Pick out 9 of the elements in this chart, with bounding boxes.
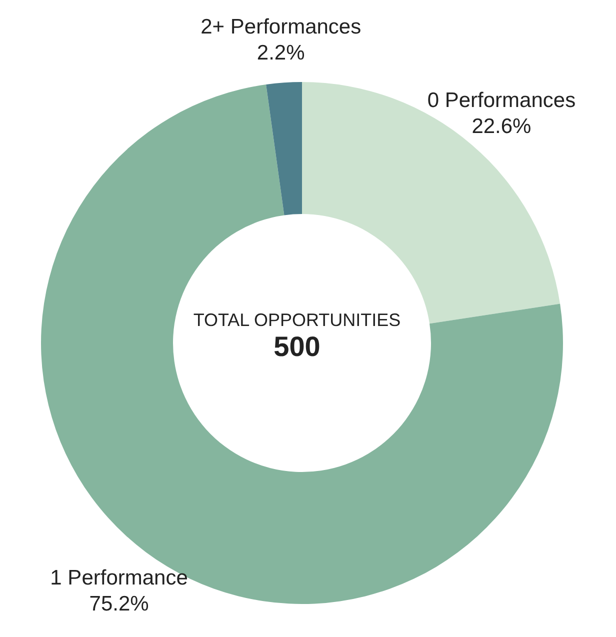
text: TOTAL OPPORTUNITIES [192,310,402,331]
slice-label: 1 Performance [50,566,188,590]
slice-label: 0 Performances [427,88,576,112]
data-label: 2.2% [256,42,305,65]
donut-slice [266,82,302,216]
data-label: 75.2% [89,592,149,616]
data-label: 22.6% [472,114,532,138]
slice-label: 2+ Performances [200,16,362,39]
text: 500 [272,331,322,363]
